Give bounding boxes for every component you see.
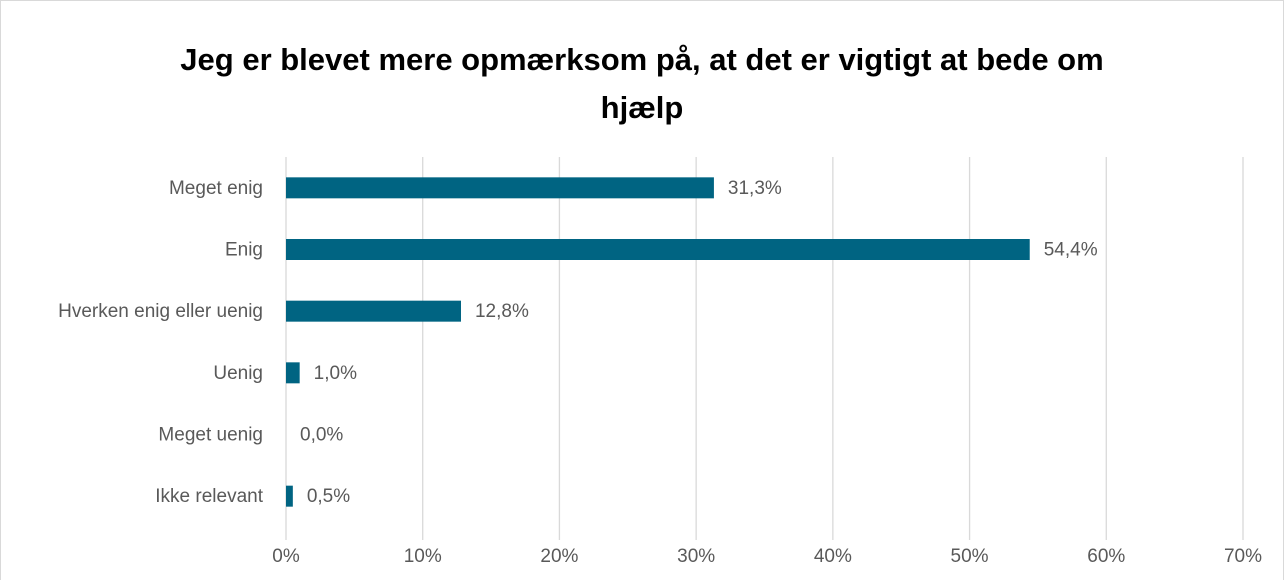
x-tick-label: 0%: [272, 546, 300, 567]
x-tick-label: 20%: [540, 546, 578, 567]
y-tick-label: Meget enig: [169, 178, 263, 199]
bar: [286, 177, 714, 199]
y-tick-label: Uenig: [213, 363, 263, 384]
data-label: 31,3%: [728, 178, 782, 199]
x-tick-label: 10%: [404, 546, 442, 567]
data-label: 12,8%: [475, 301, 529, 322]
bar: [286, 239, 1030, 260]
data-label: 0,0%: [300, 425, 343, 446]
y-tick-label: Hverken enig eller uenig: [58, 301, 263, 322]
data-label: 1,0%: [314, 363, 357, 384]
x-tick-label: 30%: [677, 546, 715, 567]
x-tick-label: 60%: [1087, 546, 1125, 567]
y-tick-label: Meget uenig: [158, 425, 263, 446]
x-tick-label: 40%: [814, 546, 852, 567]
bar: [286, 485, 293, 507]
chart-title: Jeg er blevet mere opmærksom på, at det …: [180, 42, 1104, 125]
bar: [286, 300, 461, 322]
y-tick-label: Ikke relevant: [155, 486, 263, 507]
x-tick-label: 70%: [1224, 546, 1262, 567]
x-tick-label: 50%: [951, 546, 989, 567]
bar: [286, 362, 300, 384]
data-label: 0,5%: [307, 486, 350, 507]
y-tick-label: Enig: [225, 240, 263, 261]
data-label: 54,4%: [1044, 240, 1098, 261]
